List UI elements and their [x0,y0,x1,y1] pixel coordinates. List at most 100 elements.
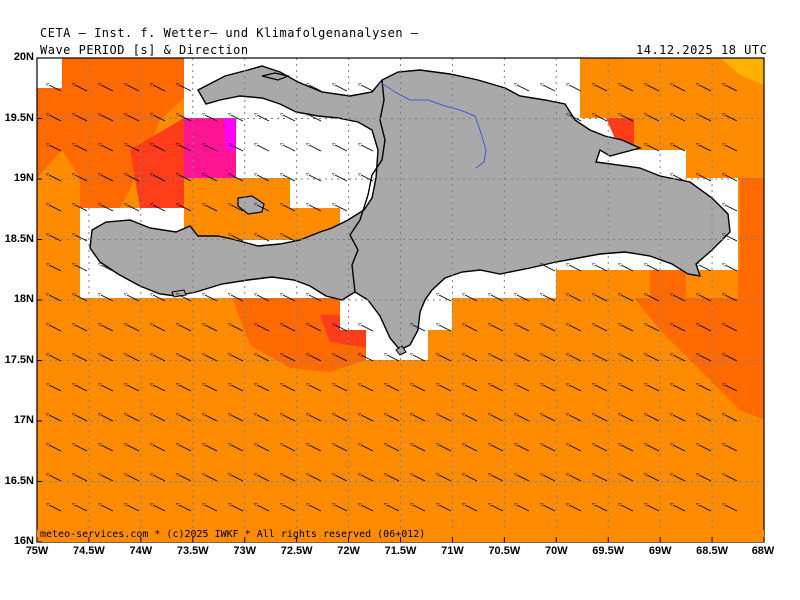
wave-arrow [647,505,660,512]
wave-arrow [673,85,686,92]
wave-arrow [75,205,88,212]
wave-arrow [491,445,504,452]
wave-arrow [647,295,660,302]
wave-arrow [699,475,712,482]
wave-arrow [673,505,686,512]
wave-arrow [101,295,114,302]
wave-arrow [673,445,686,452]
wave-arrow [595,475,608,482]
wave-arrow [647,115,660,122]
wave-arrow [517,85,530,92]
wave-arrow [101,145,114,152]
wave-arrow [335,145,348,152]
wave-arrow [699,385,712,392]
wave-arrow [465,415,478,422]
wave-arrow [179,115,192,122]
wave-arrow [439,295,452,302]
wave-arrow [309,505,322,512]
wave-arrow [101,325,114,332]
longitude-label: 74.5W [73,545,105,557]
wave-arrow [699,505,712,512]
wave-arrow [595,325,608,332]
wave-arrow [543,415,556,422]
wave-arrow [543,265,556,272]
wave-arrow [101,385,114,392]
wave-arrow [569,85,582,92]
wave-arrow [101,115,114,122]
longitude-label: 69.5W [592,545,625,557]
wave-arrow [205,355,218,362]
wave-arrow [725,295,738,302]
wave-arrow [205,295,218,302]
wave-arrow [231,415,244,422]
tortuga-island [261,72,291,81]
wave-arrow [595,85,608,92]
wave-arrow [413,355,426,362]
wave-arrow [673,175,686,182]
wave-arrow [595,445,608,452]
wave-arrow [101,415,114,422]
wave-arrow [439,415,452,422]
wave-arrow [569,115,582,122]
wave-arrow [491,325,504,332]
wave-arrow [517,355,530,362]
footer-strip [37,530,764,542]
wave-arrow [517,475,530,482]
wave-arrow [257,475,270,482]
wave-arrow [517,295,530,302]
wave-arrow [101,475,114,482]
wave-arrow [49,505,62,512]
wave-arrow [725,115,738,122]
wave-arrow [127,505,140,512]
wave-arrow [49,355,62,362]
longitude-label: 73W [233,545,257,557]
longitude-label: 68.5W [696,545,728,557]
wave-arrow [491,385,504,392]
wave-arrow [127,115,140,122]
wave-arrow [673,145,686,152]
wave-arrow [699,265,712,272]
wave-arrow [101,445,114,452]
wave-arrow [517,505,530,512]
footer-credit: meteo-services.com * (c)2025 IWKF * All … [40,529,426,540]
wave-arrow [101,355,114,362]
wave-arrow [699,445,712,452]
wave-arrow [49,205,62,212]
wave-arrow [75,265,88,272]
wave-arrow [179,445,192,452]
wave-arrow [543,445,556,452]
wave-arrow [465,445,478,452]
wave-arrow [335,385,348,392]
wave-arrow [673,325,686,332]
wave-arrow [283,445,296,452]
period-band-6-east [634,178,764,420]
wave-arrow [309,445,322,452]
wave-arrow [127,475,140,482]
wave-arrow [465,505,478,512]
wave-arrow [413,445,426,452]
wave-arrow [569,415,582,422]
wave-arrow [231,505,244,512]
wave-arrow [725,415,738,422]
longitude-label: 72W [337,545,360,557]
wave-arrow [179,295,192,302]
wave-arrow [257,415,270,422]
wave-arrow [647,415,660,422]
wave-arrow [127,415,140,422]
valid-time: 14.12.2025 18 UTC [636,43,768,57]
wave-arrow [283,355,296,362]
wave-arrow [439,355,452,362]
wave-arrow [621,415,634,422]
wave-arrow [205,415,218,422]
wave-arrow [465,355,478,362]
wave-arrow [361,325,374,332]
axis-ticks [36,57,765,543]
wave-arrow [621,115,634,122]
wave-arrow [621,355,634,362]
wave-arrow [725,325,738,332]
wave-arrow [309,85,322,92]
wave-arrow [595,355,608,362]
river [379,81,487,169]
wave-arrow [309,145,322,152]
wave-arrow [725,475,738,482]
